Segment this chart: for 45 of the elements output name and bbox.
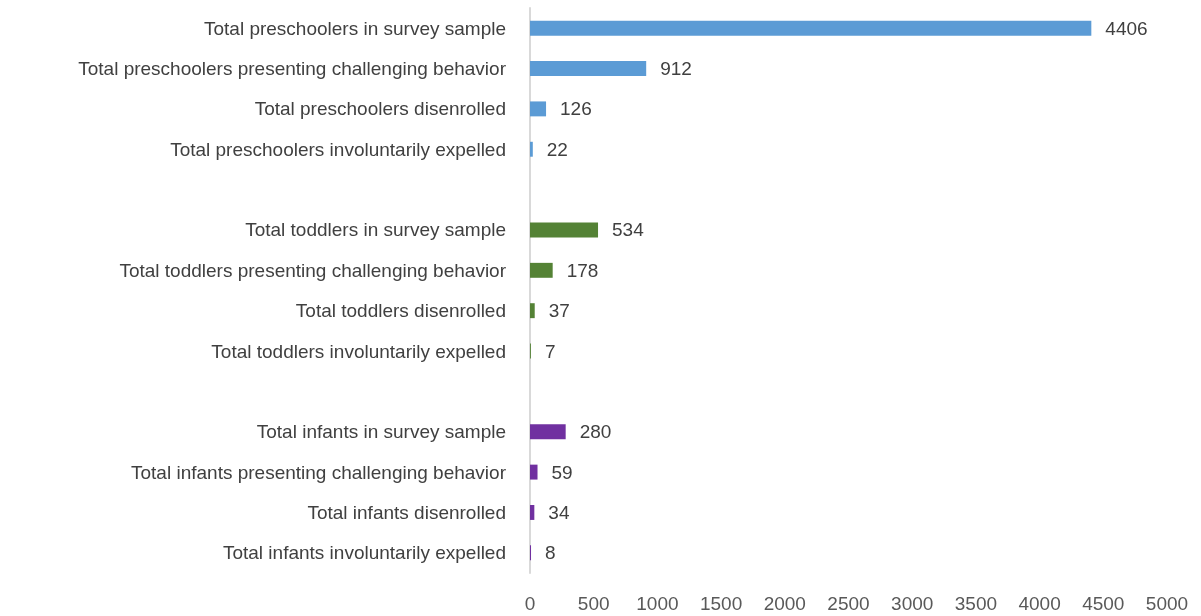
- x-tick-label: 4500: [1082, 593, 1125, 614]
- y-tick-label: Total toddlers disenrolled: [295, 300, 506, 322]
- data-label: 178: [566, 259, 599, 281]
- data-label: 8: [545, 542, 556, 564]
- data-label: 59: [551, 461, 573, 483]
- data-label: 7: [544, 340, 556, 362]
- y-tick-label: Total toddlers in survey sample: [245, 219, 506, 241]
- bar: [530, 20, 1092, 36]
- bar: [530, 505, 535, 520]
- x-tick-label: 5000: [1145, 593, 1189, 614]
- x-tick-label: 3000: [891, 593, 934, 614]
- data-label: 534: [612, 219, 645, 241]
- bar: [530, 303, 535, 319]
- data-label: 912: [660, 58, 692, 80]
- bar: [530, 424, 566, 440]
- bar: [530, 141, 533, 157]
- y-tick-label: Total preschoolers presenting challenging behavior: [78, 58, 507, 80]
- data-label: 34: [548, 501, 570, 523]
- x-tick-label: 1500: [699, 593, 743, 614]
- y-tick-label: Total infants presenting challenging behavior: [131, 461, 507, 483]
- bar: [530, 222, 599, 238]
- x-tick-label: 3500: [954, 593, 998, 614]
- x-tick-label: 500: [577, 593, 610, 614]
- y-tick-label: Total preschoolers disenrolled: [254, 98, 506, 120]
- y-tick-label: Total infants disenrolled: [307, 501, 506, 523]
- bar: [530, 101, 547, 117]
- y-tick-label: Total infants involuntarily expelled: [222, 542, 506, 564]
- data-label: 37: [548, 300, 570, 322]
- bar: [530, 61, 647, 76]
- y-tick-label: Total preschoolers in survey sample: [203, 17, 506, 39]
- x-tick-label: 2500: [827, 593, 870, 614]
- x-tick-label: 2000: [763, 593, 806, 614]
- data-label: 22: [546, 138, 568, 160]
- data-label: 4406: [1105, 17, 1148, 39]
- x-tick-label: 4000: [1018, 593, 1061, 614]
- y-tick-label: Total toddlers presenting challenging behavior: [119, 259, 507, 281]
- data-label: 280: [579, 421, 612, 443]
- bar: [530, 464, 538, 480]
- y-tick-label: Total preschoolers involuntarily expelled: [170, 138, 506, 160]
- data-label: 126: [560, 98, 592, 120]
- x-tick-label: 0: [524, 593, 536, 614]
- y-tick-label: Total infants in survey sample: [256, 421, 506, 443]
- y-tick-label: Total toddlers involuntarily expelled: [211, 340, 506, 362]
- x-tick-label: 1000: [636, 593, 679, 614]
- bar: [530, 262, 553, 278]
